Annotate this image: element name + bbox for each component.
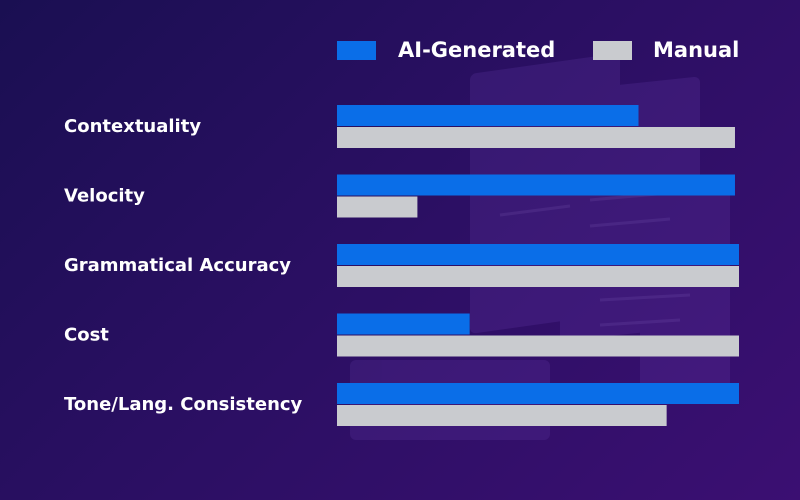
- category-label-grammatical-accuracy: Grammatical Accuracy: [64, 255, 291, 276]
- bar-ai-generated-grammatical-accuracy: [337, 244, 739, 265]
- bar-ai-generated-contextuality: [337, 105, 639, 126]
- legend-swatch-manual: [593, 41, 632, 60]
- chart-bars: [337, 105, 739, 426]
- category-labels: Contextuality Velocity Grammatical Accurac…: [64, 116, 303, 415]
- bar-manual-tone-lang-consistency: [337, 405, 667, 426]
- bar-manual-grammatical-accuracy: [337, 266, 739, 287]
- bar-manual-velocity: [337, 196, 418, 218]
- chart-legend: AI-Generated Manual: [337, 38, 739, 62]
- bar-manual-contextuality: [337, 127, 735, 148]
- category-label-cost: Cost: [64, 325, 109, 346]
- bar-ai-generated-tone-lang-consistency: [337, 383, 739, 404]
- legend-swatch-ai-generated: [337, 41, 376, 60]
- bar-ai-generated-cost: [337, 313, 470, 335]
- bar-ai-generated-velocity: [337, 174, 735, 196]
- bar-manual-cost: [337, 335, 739, 357]
- category-label-velocity: Velocity: [64, 186, 145, 207]
- category-label-tone-lang-consistency: Tone/Lang. Consistency: [64, 394, 303, 415]
- legend-label-ai-generated: AI-Generated: [398, 38, 555, 62]
- category-label-contextuality: Contextuality: [64, 116, 201, 137]
- legend-label-manual: Manual: [653, 38, 739, 62]
